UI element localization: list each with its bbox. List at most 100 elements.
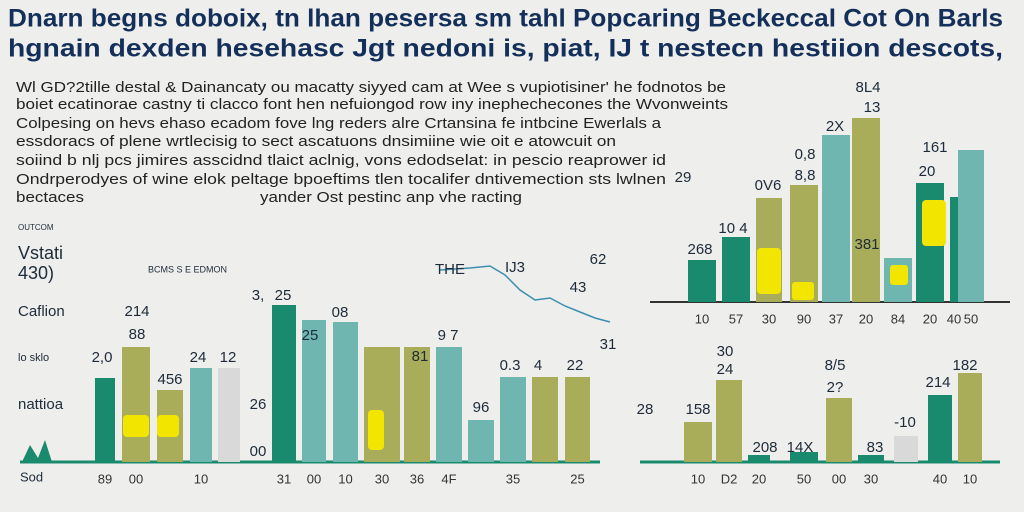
side-label: OUTCOM	[18, 223, 54, 232]
data-annotation: 208	[752, 439, 777, 456]
data-annotation: 25	[275, 287, 292, 304]
bar	[122, 347, 150, 462]
plant-icon	[22, 440, 52, 462]
x-tick-label: 10	[963, 471, 977, 486]
line-note: 43	[570, 279, 587, 296]
highlight	[157, 415, 179, 437]
data-annotation: 158	[685, 401, 710, 418]
highlight	[792, 282, 814, 300]
data-annotation: 29	[675, 169, 692, 186]
side-label: BCMS S E EDMON	[148, 264, 227, 274]
data-annotation: 20	[919, 163, 936, 180]
highlight	[123, 415, 149, 437]
data-annotation: 81	[412, 348, 429, 365]
data-annotation: 30	[717, 343, 734, 360]
bar	[826, 398, 852, 462]
line-note: 31	[600, 336, 617, 353]
data-annotation: 24	[717, 361, 734, 378]
data-annotation: 8/5	[825, 357, 846, 374]
highlight	[757, 248, 781, 294]
bar	[684, 422, 712, 462]
trend-line	[439, 265, 611, 323]
x-tick-label: 10	[691, 471, 705, 486]
x-tick-label: 40	[933, 471, 947, 486]
data-annotation: 268	[687, 241, 712, 258]
x-tick-label: 31	[277, 471, 291, 486]
data-annotation: 381	[854, 236, 879, 253]
data-annotation: 0V6	[755, 177, 782, 194]
data-annotation: 00	[250, 443, 267, 460]
data-annotation: 14X	[787, 439, 814, 456]
bar	[716, 380, 742, 462]
data-annotation: 456	[157, 371, 182, 388]
x-tick-label: 36	[410, 471, 424, 486]
paragraph-line: Colpesing on hevs ehaso ecadom fove lng …	[16, 116, 662, 132]
bar	[404, 347, 430, 462]
data-annotation: 28	[637, 401, 654, 418]
bar	[722, 237, 750, 302]
paragraph-line: yander Ost pestinc anp vhe racting	[260, 190, 522, 206]
x-tick-label: 00	[307, 471, 321, 486]
data-annotation: 22	[567, 357, 584, 374]
paragraph-line: bectaces	[16, 190, 84, 206]
x-tick-label: 37	[829, 311, 843, 326]
data-annotation: 214	[124, 303, 149, 320]
side-label: Vstati	[18, 243, 63, 263]
x-tick-label: 40	[947, 311, 961, 326]
data-annotation: 2X	[826, 118, 844, 135]
bar	[333, 322, 358, 462]
x-tick-label: 30	[762, 311, 776, 326]
bar	[958, 150, 984, 302]
paragraph-line: essdoracs of plene wrtlecisig to sect as…	[16, 134, 616, 150]
data-annotation: 161	[922, 139, 947, 156]
data-annotation: 2,0	[92, 349, 113, 366]
x-tick-label: 89	[98, 471, 112, 486]
bar	[532, 377, 558, 462]
highlight	[922, 200, 946, 246]
side-label: lo sklo	[18, 352, 49, 364]
paragraph-line: soiind b nlj pcs jimires asscidnd tlaict…	[16, 153, 666, 169]
bar	[748, 455, 770, 462]
title: hgnain dexden hesehasc Jgt nedoni is, pi…	[8, 35, 1003, 63]
paragraph-line: Wl GD?2tille destal & Dainancaty ou maca…	[16, 80, 726, 96]
bar	[190, 368, 212, 462]
data-annotation: 182	[952, 357, 977, 374]
x-tick-label: 25	[570, 471, 584, 486]
x-tick-label: 00	[129, 471, 143, 486]
line-note: 62	[590, 251, 607, 268]
highlight-boxes	[123, 200, 946, 450]
bar	[272, 305, 296, 462]
bar	[468, 420, 494, 462]
x-tick-label: 10	[194, 471, 208, 486]
x-tick-label: 35	[506, 471, 520, 486]
side-label: Caflion	[18, 303, 65, 320]
data-annotation: 83	[867, 439, 884, 456]
data-annotation: 3,	[252, 287, 265, 304]
data-annotation: 9 7	[438, 327, 459, 344]
bar	[436, 347, 462, 462]
chart-layer: Dnarn begns doboix, tn lhan pesersa sm t…	[8, 5, 1003, 487]
data-annotation: 13	[864, 99, 881, 116]
side-label: nattioa	[18, 396, 64, 413]
paragraph-line: boiet ecatinorae castny ti clacco font h…	[16, 97, 728, 113]
x-tick-label: 20	[752, 471, 766, 486]
bar	[218, 368, 240, 462]
line-note: THE	[435, 261, 465, 278]
x-tick-label: 10	[695, 311, 709, 326]
data-annotation: 10 4	[718, 220, 747, 237]
side-label: Sod	[20, 469, 43, 484]
bar	[790, 452, 818, 462]
bar	[950, 197, 958, 302]
bar	[95, 378, 115, 462]
highlight	[890, 265, 908, 285]
x-tick-label: 57	[729, 311, 743, 326]
data-annotation: 8,8	[795, 167, 816, 184]
x-tick-label: 20	[859, 311, 873, 326]
title: Dnarn begns doboix, tn lhan pesersa sm t…	[8, 5, 1003, 33]
data-annotation: 2?	[827, 379, 844, 396]
data-annotation: 24	[190, 349, 207, 366]
data-annotation: 26	[250, 396, 267, 413]
x-tick-label: 84	[891, 311, 905, 326]
bar	[500, 377, 526, 462]
